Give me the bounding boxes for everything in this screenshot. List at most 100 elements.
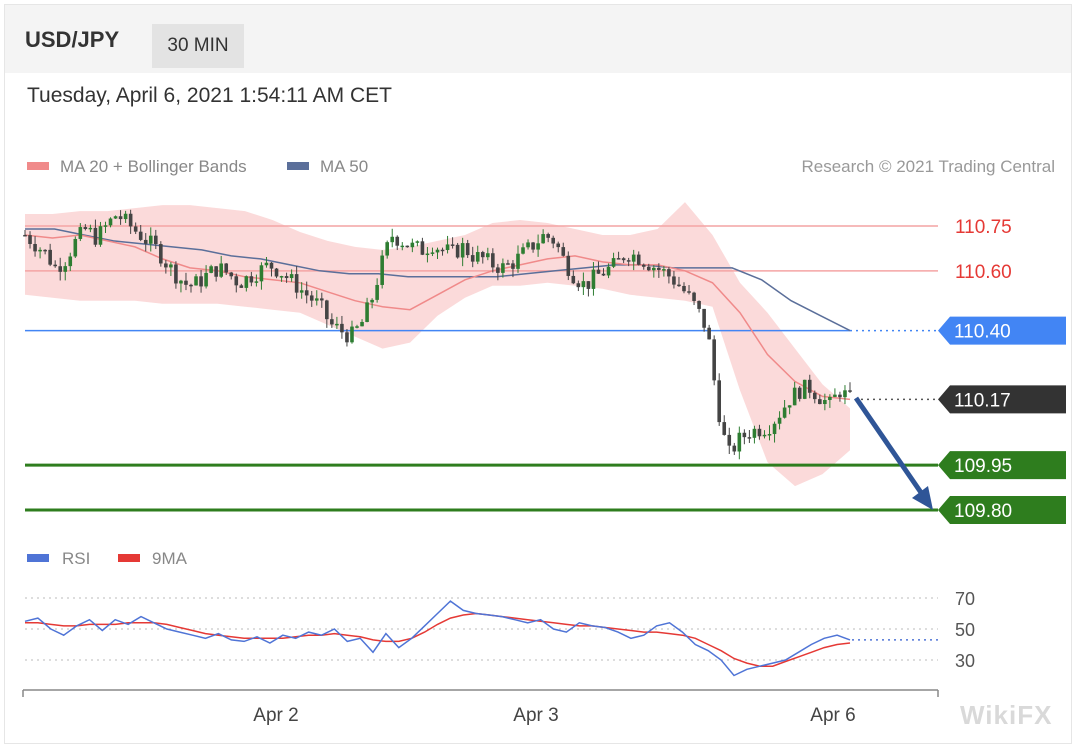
rsi-tick-30: 30 [955,651,975,671]
candle-body [410,242,415,248]
candle-body [405,245,410,248]
candle-body [385,242,389,256]
rsi-legend-swatch [27,554,49,562]
candle-body [742,432,747,438]
candle-body [576,283,581,288]
candle-body [802,379,807,399]
candle-body [345,332,349,343]
candle-body [103,225,108,227]
x-tick-apr-3: Apr 3 [513,705,558,726]
support-tag-109.95-label: 109.95 [954,456,1012,477]
candle-body [264,262,269,266]
candle-body [194,276,198,286]
candle-body [465,243,470,256]
forecast-arrow-shaft [853,396,925,496]
chart-datetime: Tuesday, April 6, 2021 1:54:11 AM CET [27,84,392,107]
candle-body [365,302,369,322]
candle-body [370,299,374,303]
candle-body [304,290,309,296]
candle-body [204,272,208,287]
candle-body [38,249,42,252]
ma20-legend-label: MA 20 + Bollinger Bands [60,157,247,176]
candlesticks [23,209,852,460]
ma50-legend-swatch [287,162,309,170]
candle-body [652,267,656,271]
candle-body [28,235,32,244]
candle-body [360,321,364,327]
candle-body [848,390,852,392]
candle-body [259,265,264,282]
candle-body [511,263,515,269]
candle-body [496,267,500,273]
candle-body [380,255,384,285]
candle-body [93,227,98,245]
candle-body [636,254,641,265]
candle-body [224,263,229,273]
candle-body [833,394,837,397]
candle-body [621,258,626,261]
candle-body [335,323,339,326]
candle-body [244,276,249,288]
candle-body [148,235,153,244]
candle-body [772,423,777,435]
candle-body [491,253,495,268]
candle-body [828,396,832,401]
candle-body [727,434,732,446]
last-price-tag [938,385,1066,414]
candle-body [53,264,57,267]
timeframe-button[interactable]: 30 MIN [152,24,244,68]
candle-body [88,227,93,230]
x-tick-apr-2: Apr 2 [253,705,298,726]
support-tag-109.80-label: 109.80 [954,501,1012,522]
candle-body [63,266,68,272]
support-tag-109.80 [938,496,1066,524]
candle-body [747,437,752,439]
candle-body [309,295,314,301]
candle-body [48,249,52,265]
candle-body [159,244,163,264]
candle-body [586,281,591,289]
candle-body [455,244,460,258]
candle-body [470,255,475,262]
support-tag-109.95 [938,451,1066,480]
candle-body [153,235,158,245]
chart-header: USD/JPY 30 MIN [5,5,1071,73]
candle-body [128,213,133,227]
candle-body [113,216,118,219]
candle-body [319,298,324,301]
candle-body [390,236,395,243]
candle-body [73,238,78,257]
candle-body [667,269,671,277]
candle-body [812,392,817,400]
forecast-arrow-head [912,486,933,510]
candle-body [556,243,561,248]
candle-body [843,390,847,398]
candle-body [677,284,681,287]
candle-body [415,241,420,243]
candle-body [209,266,213,273]
candle-body [284,276,289,279]
candle-body [672,276,676,285]
candle-body [722,422,727,435]
candle-body [818,399,822,405]
rsi-line [24,600,851,677]
last-price-tag-label: 110.17 [954,390,1011,411]
rsi-tick-50: 50 [955,620,975,640]
candle-body [717,380,722,423]
candle-body [662,269,666,271]
candle-body [807,379,812,393]
candle-body [123,213,128,220]
candle-body [646,266,651,271]
candle-body [58,266,63,272]
candle-body [506,263,510,265]
candle-body [561,247,566,256]
candle-body [274,268,279,277]
candle-body [657,267,661,270]
candle-body [732,445,737,452]
candle-body [445,244,450,251]
candle-body [521,247,525,254]
candle-body [697,300,701,309]
candle-body [169,264,173,268]
candle-body [787,405,792,408]
